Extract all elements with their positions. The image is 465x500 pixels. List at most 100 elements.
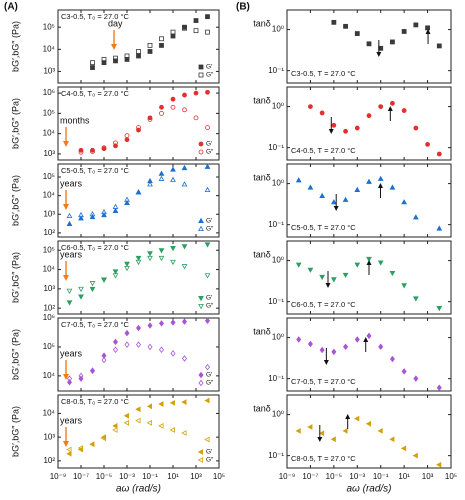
max-arrow-head [387, 106, 393, 111]
legend-label: G″ [206, 72, 214, 79]
data-point [401, 29, 407, 34]
y-axis-label: tanδ [253, 95, 271, 105]
legend-label: G″ [206, 457, 214, 464]
data-point [295, 177, 302, 183]
x-tick-label: 10⁻¹ [373, 472, 389, 481]
data-point [193, 28, 199, 34]
data-point [331, 122, 337, 128]
data-point [159, 110, 164, 116]
y-axis-label: bG′,bG″ (Pa) [10, 406, 20, 457]
data-point [101, 60, 107, 66]
data-point [319, 192, 326, 198]
data-point [135, 406, 141, 413]
data-point [147, 181, 153, 187]
data-point [147, 343, 153, 351]
data-point [78, 286, 84, 293]
y-axis-label: bG′,bG″ (Pa) [10, 329, 20, 380]
y-tick-label: 10⁵ [43, 22, 55, 31]
data-point [343, 23, 348, 29]
data-point [366, 41, 372, 47]
data-point [113, 55, 118, 61]
data-point [330, 277, 337, 283]
sample-label: C8-0.5, T = 27.0 °C [291, 454, 356, 463]
y-tick-label: 10² [43, 228, 55, 237]
y-tick-label: 10⁴ [43, 129, 56, 138]
sample-label: C7-0.5, T = 27.0 °C [291, 377, 356, 386]
x-tick-label: 10⁻⁷ [73, 472, 89, 481]
data-point [113, 140, 118, 146]
data-point [389, 270, 396, 277]
data-point [112, 207, 119, 213]
y-tick-label: 10⁵ [43, 108, 55, 117]
y-tick-label: 10³ [43, 209, 55, 218]
data-point [181, 355, 188, 362]
data-point [193, 90, 199, 96]
data-point [182, 24, 187, 30]
legend-label: G′ [206, 64, 213, 71]
y-axis-label: tanδ [253, 18, 271, 28]
data-point [113, 58, 118, 64]
data-point [89, 286, 96, 293]
data-point [147, 117, 153, 122]
data-point [342, 196, 349, 202]
data-point [330, 436, 336, 443]
data-point [158, 422, 164, 429]
data-point [66, 288, 73, 294]
data-point [307, 424, 313, 430]
data-point [136, 53, 141, 59]
data-point [182, 25, 187, 31]
y-axis-label: tanδ [253, 172, 271, 182]
data-point [112, 346, 119, 353]
data-point [170, 166, 176, 172]
data-point [436, 225, 443, 231]
data-point [181, 244, 188, 250]
min-arrow-head [328, 129, 334, 134]
x-tick-label: 10¹ [167, 472, 179, 481]
data-point [170, 33, 176, 39]
data-point [193, 18, 199, 23]
min-arrow-head [323, 360, 329, 365]
data-point [401, 108, 407, 113]
age-arrow-head [63, 275, 69, 281]
x-tick-label: 10⁵ [213, 472, 225, 481]
data-point [159, 104, 164, 110]
data-point [319, 274, 326, 281]
data-point [182, 107, 187, 113]
data-point [146, 420, 153, 426]
y-tick-label: 10⁵ [43, 245, 55, 254]
y-tick-label: 10⁵ [43, 172, 55, 181]
data-point [124, 199, 130, 206]
plot-frame [57, 240, 220, 315]
data-point [90, 60, 95, 66]
data-point [147, 49, 153, 54]
data-point [354, 186, 361, 192]
data-point [319, 110, 325, 116]
x-tick-label: 10³ [422, 472, 434, 481]
data-point [90, 149, 95, 154]
data-point [136, 125, 141, 130]
data-point [124, 137, 130, 143]
data-point [112, 203, 119, 209]
data-point [124, 133, 130, 138]
x-tick-label: 10⁻⁹ [279, 472, 296, 481]
data-point [181, 264, 188, 270]
min-arrow-head [325, 283, 331, 288]
data-point [66, 375, 73, 382]
data-point [389, 436, 395, 443]
data-point [147, 255, 153, 262]
data-point [147, 251, 153, 257]
data-point [158, 255, 165, 262]
legend-label: G″ [206, 380, 214, 387]
data-point [354, 31, 360, 36]
data-point [342, 428, 348, 434]
data-point [112, 427, 118, 433]
y-tick-label: 10⁵ [43, 342, 55, 351]
data-point [112, 269, 119, 275]
data-point [66, 379, 73, 386]
data-point [343, 128, 348, 134]
data-point [158, 401, 164, 407]
sample-label: C3-0.5, T₀ = 27.0 °C [61, 12, 129, 21]
data-point [377, 260, 384, 266]
data-point [158, 175, 165, 181]
